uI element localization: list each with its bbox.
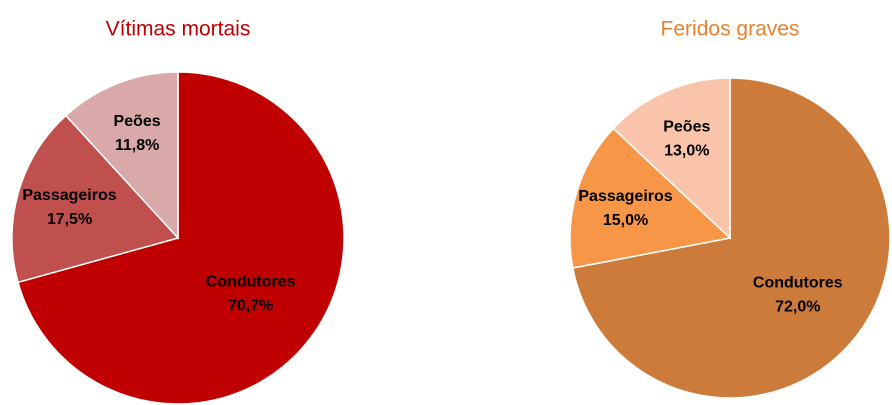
pie-slice <box>11 114 180 284</box>
slice-label: Peões <box>114 113 161 130</box>
slice-label: Condutores <box>753 274 843 291</box>
pie-slice <box>64 71 179 240</box>
slice-label: Passageiros <box>578 188 672 205</box>
chart-title: Feridos graves <box>661 18 800 41</box>
pie-slice <box>569 127 732 269</box>
slice-value-label: 17,5% <box>47 211 92 228</box>
slice-value-label: 13,0% <box>664 142 709 159</box>
slice-label: Passageiros <box>22 187 116 204</box>
pie-slice <box>571 77 891 399</box>
slice-label: Condutores <box>206 273 296 290</box>
pie-slice <box>612 77 731 240</box>
chart-title: Vítimas mortais <box>106 18 251 41</box>
slice-value-label: 15,0% <box>603 212 648 229</box>
slice-label: Peões <box>663 118 710 135</box>
slice-value-label: 11,8% <box>115 137 159 154</box>
slice-value-label: 72,0% <box>775 298 820 315</box>
slice-value-label: 70,7% <box>228 297 273 314</box>
pie-slice <box>17 71 345 405</box>
